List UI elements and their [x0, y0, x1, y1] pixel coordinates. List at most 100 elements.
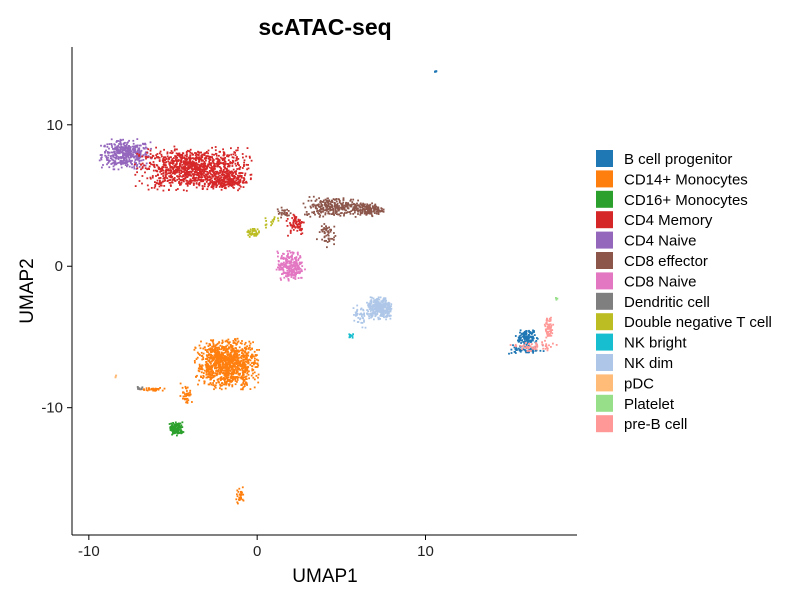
scatter-point	[128, 160, 131, 163]
scatter-point	[231, 365, 234, 368]
scatter-point	[365, 213, 368, 216]
scatter-point	[218, 341, 220, 343]
scatter-point	[131, 166, 133, 169]
scatter-point	[546, 349, 549, 352]
scatter-point	[518, 335, 521, 337]
scatter-point	[230, 349, 232, 351]
scatter-point	[380, 300, 383, 303]
scatter-point	[148, 165, 151, 168]
scatter-point	[324, 213, 327, 216]
scatter-point	[277, 217, 279, 220]
scatter-point	[384, 306, 387, 308]
scatter-point	[159, 387, 161, 389]
scatter-point	[229, 180, 232, 183]
scatter-point	[236, 341, 239, 344]
scatter-point	[158, 160, 161, 162]
scatter-point	[121, 148, 123, 151]
scatter-point	[169, 169, 172, 171]
scatter-point	[225, 363, 228, 365]
scatter-point	[186, 153, 188, 156]
scatter-point	[233, 187, 235, 189]
scatter-point	[298, 221, 301, 224]
scatter-point	[369, 305, 372, 308]
scatter-point	[279, 277, 282, 280]
scatter-point	[123, 152, 125, 155]
scatter-point	[525, 332, 528, 335]
scatter-point	[185, 401, 187, 404]
scatter-point	[223, 379, 226, 381]
scatter-point	[549, 328, 552, 330]
scatter-point	[205, 371, 208, 374]
scatter-point	[532, 347, 535, 349]
scatter-point	[549, 319, 552, 322]
scatter-point	[235, 366, 238, 368]
scatter-point	[222, 169, 225, 172]
scatter-point	[199, 156, 201, 159]
scatter-point	[221, 352, 224, 355]
scatter-point	[195, 159, 197, 161]
scatter-point	[246, 352, 249, 355]
scatter-point	[371, 309, 374, 311]
scatter-point	[359, 317, 362, 320]
scatter-point	[155, 169, 157, 172]
scatter-point	[251, 229, 254, 232]
scatter-point	[533, 334, 536, 336]
scatter-point	[319, 200, 322, 202]
scatter-point	[236, 377, 239, 380]
scatter-point	[372, 310, 375, 313]
scatter-point	[376, 311, 379, 314]
scatter-point	[282, 269, 285, 272]
scatter-point	[520, 337, 522, 339]
scatter-point	[163, 177, 166, 180]
scatter-point	[159, 179, 161, 182]
scatter-point	[210, 156, 213, 159]
scatter-point	[155, 154, 158, 156]
scatter-point	[149, 161, 152, 164]
scatter-point	[240, 356, 242, 359]
scatter-point	[385, 318, 387, 321]
scatter-point	[237, 158, 240, 160]
scatter-point	[341, 203, 344, 205]
scatter-point	[216, 342, 219, 345]
scatter-point	[204, 178, 207, 181]
scatter-point	[335, 200, 338, 203]
legend-swatch	[596, 292, 613, 310]
scatter-point	[150, 187, 153, 189]
scatter-point	[186, 157, 188, 160]
scatter-point	[219, 169, 221, 172]
scatter-point	[237, 368, 239, 371]
scatter-point	[200, 368, 203, 371]
scatter-point	[236, 370, 239, 373]
scatter-point	[196, 153, 199, 156]
scatter-point	[541, 341, 543, 344]
scatter-point	[239, 360, 242, 362]
scatter-point	[120, 143, 123, 146]
scatter-point	[224, 382, 227, 385]
scatter-point	[334, 212, 337, 215]
scatter-point	[200, 170, 202, 173]
scatter-point	[216, 349, 219, 351]
scatter-point	[307, 199, 310, 202]
scatter-point	[194, 180, 196, 182]
scatter-point	[379, 296, 382, 299]
scatter-point	[249, 364, 252, 366]
scatter-point	[222, 180, 225, 183]
scatter-point	[338, 213, 340, 216]
scatter-point	[331, 201, 334, 203]
scatter-point	[359, 212, 362, 215]
scatter-point	[326, 230, 329, 233]
scatter-point	[349, 334, 352, 336]
scatter-point	[226, 168, 228, 171]
scatter-point	[217, 351, 219, 353]
scatter-point	[237, 366, 239, 368]
scatter-point	[244, 181, 246, 184]
scatter-point	[240, 383, 243, 386]
scatter-point	[370, 308, 373, 311]
scatter-point	[385, 312, 387, 314]
scatter-point	[321, 230, 324, 233]
scatter-point	[165, 161, 168, 163]
scatter-point	[361, 315, 363, 318]
scatter-point	[293, 260, 296, 263]
scatter-point	[363, 320, 365, 323]
scatter-point	[327, 204, 330, 206]
